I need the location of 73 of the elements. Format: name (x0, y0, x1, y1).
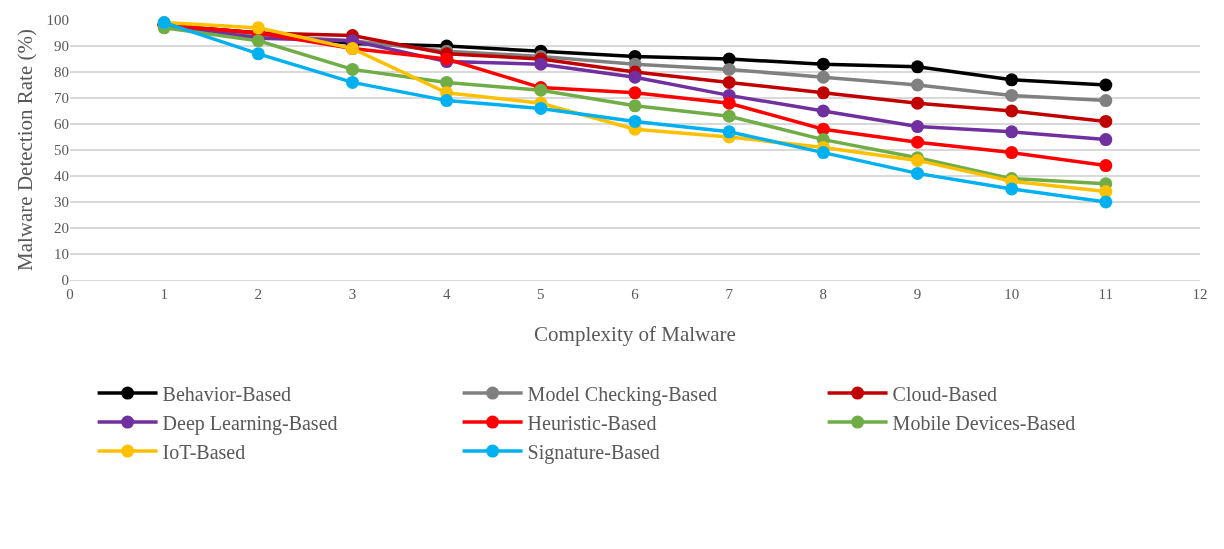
point (722, 96, 736, 110)
point (1005, 125, 1019, 139)
point (722, 62, 736, 76)
point (722, 125, 736, 139)
x-tick-label: 5 (537, 286, 545, 302)
legend-label: Signature-Based (527, 440, 660, 464)
point (911, 166, 924, 180)
x-tick-label: 10 (1004, 286, 1020, 302)
legend-label: Cloud-Based (892, 382, 998, 405)
x-tick-label: 1 (160, 286, 168, 302)
point (911, 78, 924, 92)
y-tick-label: 60 (54, 116, 69, 133)
point (251, 21, 265, 35)
y-tick-label: 90 (54, 38, 69, 55)
point (1005, 146, 1019, 160)
point (251, 47, 265, 61)
y-axis-title: Malware Detection Rate (%) (12, 29, 37, 271)
point (816, 70, 830, 84)
y-tick-label: 20 (54, 220, 69, 237)
x-axis-title: Complexity of Malware (534, 322, 736, 347)
x-tick-label: 3 (348, 286, 357, 302)
point (1005, 88, 1019, 102)
point (911, 96, 924, 110)
point (346, 75, 359, 89)
point (1005, 73, 1019, 87)
x-tick-label: 8 (819, 286, 828, 302)
point (628, 70, 642, 84)
x-tick-label: 4 (442, 286, 451, 302)
point (816, 146, 830, 160)
point (816, 104, 830, 118)
legend-label: IoT-Based (162, 440, 246, 463)
x-tick-label: 2 (254, 286, 263, 302)
y-tick-label: 80 (54, 64, 69, 81)
point (722, 109, 736, 123)
x-tick-label: 7 (725, 286, 734, 302)
x-tick-label: 9 (913, 286, 922, 302)
y-tick-label: 100 (46, 12, 69, 29)
point (1099, 159, 1113, 173)
point (1099, 195, 1113, 209)
point (911, 60, 924, 74)
legend-label: Model Checking-Based (527, 382, 718, 406)
point (816, 86, 830, 100)
point (628, 99, 642, 113)
point (628, 86, 642, 100)
y-tick-label: 0 (61, 272, 69, 289)
point (628, 114, 642, 128)
y-tick-label: 30 (54, 194, 69, 211)
point (722, 75, 736, 89)
point (1099, 114, 1113, 128)
legend-label: Behavior-Based (162, 382, 292, 405)
point (1005, 104, 1019, 118)
legend-label: Deep Learning-Based (162, 411, 338, 435)
point (346, 62, 359, 76)
y-tick-label: 50 (54, 142, 69, 159)
point (440, 94, 454, 108)
point (1099, 94, 1113, 108)
x-tick-label: 11 (1098, 286, 1114, 302)
point (1005, 182, 1019, 196)
point (816, 57, 830, 71)
point (1099, 78, 1113, 92)
legend-label: Mobile Devices-Based (892, 411, 1076, 434)
x-tick-label: 12 (1192, 286, 1208, 302)
x-tick-label: 6 (631, 286, 640, 302)
y-tick-label: 70 (54, 90, 69, 107)
point (534, 57, 548, 71)
legend-label: Heuristic-Based (527, 411, 657, 434)
point (534, 101, 548, 115)
y-tick-label: 40 (54, 168, 69, 185)
point (911, 135, 924, 149)
y-tick-label: 10 (54, 246, 69, 263)
point (1099, 133, 1113, 147)
point (1099, 185, 1113, 199)
point (911, 120, 924, 134)
